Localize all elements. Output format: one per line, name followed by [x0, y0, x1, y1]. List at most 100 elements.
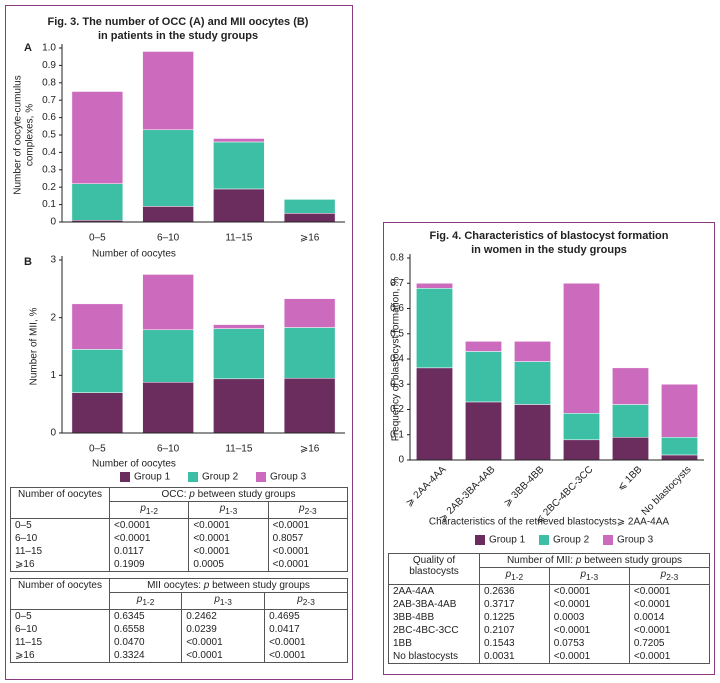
p-value-cell: 0.2636 — [479, 584, 550, 598]
table-row: 2AB-3BA-4AB 0.3717 <0.0001 <0.0001 — [388, 598, 711, 611]
bar-segment — [465, 341, 502, 352]
bar-segment — [142, 329, 194, 383]
column-subscript: 2-3 — [304, 506, 317, 516]
table-row: 2BC-4BC-3CC 0.2107 <0.0001 <0.0001 — [388, 624, 711, 637]
column-symbol: p — [299, 503, 305, 514]
table-row: 3BB-4BB 0.1225 0.0003 0.0014 — [388, 611, 711, 624]
y-tick-label: 0.7 — [390, 278, 404, 289]
header-row: Number of oocytes OCC: p between study gr… — [10, 487, 348, 519]
p-value-cell: 0.0753 — [548, 637, 630, 650]
row-header: Quality of blastocysts — [388, 553, 480, 585]
y-tick-label: 0.5 — [390, 328, 404, 339]
bar-segment — [283, 377, 336, 434]
row-header: Number of oocytes — [10, 578, 110, 610]
p-value-table: Number of oocytes OCC: p between study gr… — [10, 487, 349, 572]
column-subscript: 2-3 — [302, 597, 315, 607]
row-label: No blastocysts — [388, 650, 480, 664]
bar-segment — [283, 298, 336, 328]
row-label: 11–15 — [10, 545, 110, 558]
p-value-cell: <0.0001 — [181, 649, 266, 663]
p-value-cell: <0.0001 — [628, 624, 711, 637]
column-subscript: 1-3 — [586, 572, 599, 582]
x-tick-label: 0–5 — [89, 444, 106, 455]
group-header: Number of MII: p between study groups — [479, 553, 710, 568]
row-label: 6–10 — [10, 532, 110, 545]
p-value-cell: <0.0001 — [548, 584, 630, 598]
bar-segment — [142, 206, 194, 223]
legend-swatch — [539, 535, 549, 545]
panel-label: B — [24, 256, 32, 268]
y-tick-label: 0.4 — [42, 147, 56, 158]
figure-frame — [5, 5, 353, 680]
y-tick-label: 0 — [50, 428, 56, 439]
p-value-cell: <0.0001 — [548, 598, 630, 611]
y-tick-label: 0.4 — [390, 354, 404, 365]
bar-segment — [71, 392, 124, 434]
bar-segment — [465, 351, 502, 403]
p-value-cell: <0.0001 — [267, 558, 349, 572]
p-value-cell: 0.0005 — [188, 558, 269, 572]
legend-swatch — [603, 535, 613, 545]
bar-segment — [661, 384, 698, 438]
p-value-cell: <0.0001 — [188, 545, 269, 558]
row-label: 6–10 — [10, 623, 110, 636]
bar-segment — [563, 283, 600, 414]
column-header: p2-3 — [628, 567, 711, 585]
panel-label: A — [24, 42, 32, 54]
bar-segment — [142, 382, 194, 434]
legend-label: Group 3 — [270, 472, 307, 483]
legend-label: Group 2 — [553, 535, 590, 546]
column-header: p1-2 — [108, 501, 190, 519]
figure-title: in patients in the study groups — [98, 30, 258, 42]
bar-segment — [465, 401, 502, 461]
x-tick-label: 6–10 — [157, 233, 180, 244]
header-text: Number of MII: — [506, 555, 576, 566]
y-tick-label: 0.1 — [390, 429, 404, 440]
y-tick-label: 0.2 — [390, 404, 404, 415]
p-value-table: Number of oocytes MII oocytes: p between … — [10, 578, 348, 663]
table-row: No blastocysts 0.0031 <0.0001 <0.0001 — [388, 650, 711, 664]
bar-segment — [416, 288, 453, 369]
p-value-cell: <0.0001 — [108, 518, 190, 532]
x-axis-label: Number of oocytes — [92, 249, 176, 260]
legend-label: Group 2 — [202, 472, 239, 483]
p-value-cell: 0.0239 — [181, 623, 266, 636]
row-label: 0–5 — [10, 609, 110, 623]
bar-segment — [71, 303, 124, 350]
y-tick-label: 0.5 — [42, 130, 56, 141]
y-tick-label: 0 — [50, 217, 56, 228]
legend-swatch — [475, 535, 485, 545]
bar-segment — [612, 367, 649, 405]
header-row: Number of oocytes MII oocytes: p between … — [10, 578, 348, 610]
p-value-table: Quality of blastocysts Number of MII: p b… — [388, 553, 711, 664]
header-text: MII oocytes: — [147, 580, 204, 591]
column-subscript: 1-2 — [145, 506, 158, 516]
p-value-cell: 0.1909 — [108, 558, 190, 572]
row-label: 3BB-4BB — [388, 611, 480, 624]
p-value-cell: 0.0417 — [264, 623, 348, 636]
y-tick-label: 0.8 — [42, 77, 56, 88]
y-axis-label: Frequency of blastocyst formation, % — [391, 277, 402, 442]
y-axis-label: complexes, % — [25, 104, 36, 166]
group-header: MII oocytes: p between study groups — [109, 578, 348, 593]
x-tick-label: No blastocysts — [640, 464, 694, 518]
column-symbol: p — [219, 503, 226, 514]
figure-title: Fig. 4. Characteristics of blastocyst fo… — [429, 230, 668, 242]
p-value-cell: 0.0003 — [548, 611, 630, 624]
header-text: p — [189, 489, 195, 500]
row-label: 1BB — [388, 637, 480, 650]
figure-title: in women in the study groups — [471, 244, 627, 256]
legend-label: Group 3 — [617, 535, 654, 546]
row-label: 2AA-4AA — [388, 584, 480, 598]
x-tick-label: 11–15 — [225, 444, 253, 455]
bar-segment — [71, 183, 124, 221]
column-subscript: 2-3 — [666, 572, 679, 582]
column-header: p1-3 — [188, 501, 269, 519]
column-symbol: p — [136, 594, 143, 605]
p-value-cell: <0.0001 — [628, 598, 711, 611]
figure-title: Fig. 3. The number of OCC (A) and MII oo… — [48, 16, 309, 28]
bar-segment — [283, 213, 336, 223]
x-tick-label: ⩽ 1BB — [615, 464, 644, 493]
row-label: 2AB-3BA-4AB — [388, 598, 480, 611]
